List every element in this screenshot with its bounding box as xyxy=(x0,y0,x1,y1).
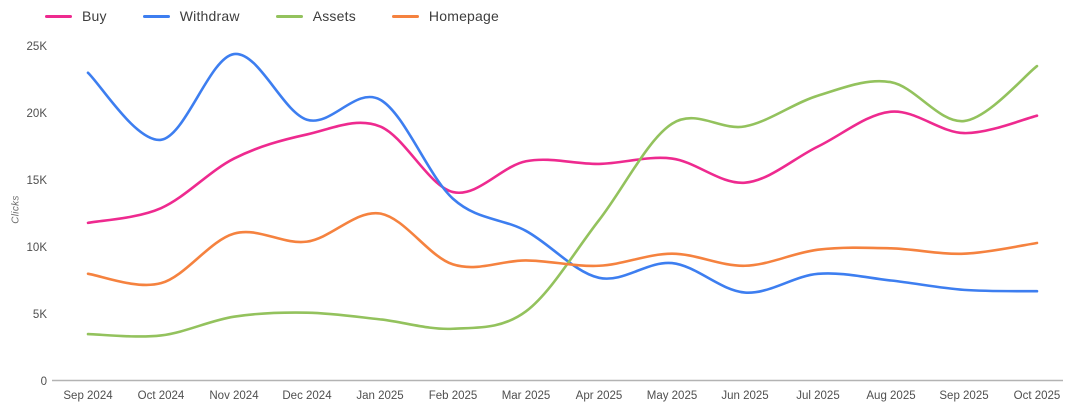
x-tick-label: Aug 2025 xyxy=(866,390,915,402)
series-line-homepage[interactable] xyxy=(86,211,1039,287)
x-tick-label: Jan 2025 xyxy=(356,390,403,402)
series-line-buy[interactable] xyxy=(86,110,1039,225)
x-tick-label: Sep 2025 xyxy=(939,390,988,402)
y-tick-label: 20K xyxy=(27,108,48,120)
y-tick-label: 15K xyxy=(27,175,48,187)
legend-item-assets[interactable]: Assets xyxy=(275,8,356,24)
x-tick-label: Oct 2024 xyxy=(138,390,185,402)
x-tick-label: Sep 2024 xyxy=(63,390,113,402)
series-line-assets[interactable] xyxy=(86,64,1039,338)
x-tick-label: Dec 2024 xyxy=(282,390,332,402)
legend-swatch-homepage xyxy=(391,14,419,18)
x-tick-label: Apr 2025 xyxy=(576,390,623,402)
legend-label: Homepage xyxy=(428,8,499,24)
y-tick-label: 0 xyxy=(41,376,47,388)
legend-label: Assets xyxy=(312,8,356,24)
x-tick-label: Nov 2024 xyxy=(209,390,259,402)
legend-item-withdraw[interactable]: Withdraw xyxy=(142,8,240,24)
legend-item-buy[interactable]: Buy xyxy=(45,8,107,24)
legend-item-homepage[interactable]: Homepage xyxy=(391,8,499,24)
x-tick-label: Mar 2025 xyxy=(502,390,551,402)
chart-legend: Buy Withdraw Assets Homepage xyxy=(45,8,499,24)
legend-swatch-assets xyxy=(275,14,303,18)
x-tick-label: Feb 2025 xyxy=(429,390,478,402)
y-tick-label: 10K xyxy=(27,242,48,254)
x-tick-label: Jul 2025 xyxy=(796,390,839,402)
x-tick-label: Jun 2025 xyxy=(721,390,768,402)
x-tick-label: May 2025 xyxy=(647,390,698,402)
legend-label: Withdraw xyxy=(179,8,240,24)
x-tick-label: Oct 2025 xyxy=(1014,390,1061,402)
series-line-withdraw[interactable] xyxy=(86,52,1039,294)
legend-swatch-withdraw xyxy=(142,14,170,18)
y-tick-label: 5K xyxy=(33,309,47,321)
y-tick-label: 25K xyxy=(27,41,48,53)
legend-label: Buy xyxy=(82,8,107,24)
legend-swatch-buy xyxy=(45,14,72,18)
